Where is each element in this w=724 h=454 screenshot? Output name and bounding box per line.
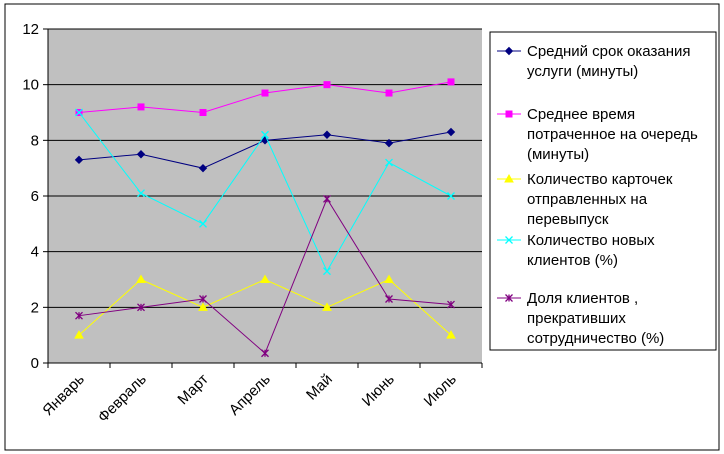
data-point bbox=[74, 155, 84, 165]
legend-label: отправленных на bbox=[527, 191, 648, 208]
data-point bbox=[323, 81, 331, 89]
legend-label: (минуты) bbox=[527, 146, 589, 163]
legend-marker bbox=[504, 173, 514, 183]
data-point bbox=[323, 194, 331, 203]
data-point bbox=[137, 103, 145, 111]
data-point bbox=[75, 108, 83, 117]
data-point bbox=[137, 303, 145, 312]
legend-label: потраченное на очередь bbox=[527, 126, 698, 143]
data-point bbox=[199, 219, 207, 228]
legend-label: перевыпуск bbox=[527, 211, 609, 228]
data-point bbox=[447, 300, 455, 309]
y-tick-label: 8 bbox=[31, 132, 39, 149]
data-point bbox=[198, 163, 208, 173]
y-tick-label: 12 bbox=[22, 21, 39, 38]
legend-label: Количество карточек bbox=[527, 171, 673, 188]
legend-item: Среднее время потраченное на очередь (мину… bbox=[497, 106, 698, 163]
data-point bbox=[74, 330, 84, 339]
data-point bbox=[385, 89, 393, 97]
legend-marker bbox=[505, 110, 513, 118]
data-point bbox=[136, 150, 146, 159]
y-tick-label: 2 bbox=[31, 299, 39, 316]
legend-item: Средний срок оказания услуги (минуты) bbox=[497, 43, 690, 80]
legend-label: услуги (минуты) bbox=[527, 63, 638, 80]
legend-label: Количество новых bbox=[527, 232, 655, 249]
legend-item: Доля клиентов , прекративших сотрудничеств… bbox=[497, 290, 664, 347]
legend-label: клиентов (%) bbox=[527, 252, 618, 269]
legend-item: Количество новых клиентов (%) bbox=[497, 232, 655, 269]
legend-box bbox=[489, 31, 717, 351]
data-point bbox=[261, 130, 269, 139]
data-point bbox=[447, 192, 455, 200]
y-tick-label: 4 bbox=[31, 244, 39, 261]
data-point bbox=[384, 274, 394, 283]
legend-label: прекративших bbox=[527, 310, 626, 327]
data-point bbox=[447, 78, 455, 86]
legend-label: Доля клиентов , bbox=[527, 290, 638, 307]
data-point bbox=[260, 274, 270, 283]
legend-label: Средний срок оказания bbox=[527, 43, 690, 60]
data-point bbox=[385, 295, 393, 303]
data-point bbox=[198, 302, 208, 311]
legend-item: Количество карточек отправленных на перевы… bbox=[497, 171, 673, 228]
y-tick-label: 6 bbox=[31, 188, 39, 205]
data-point bbox=[322, 130, 332, 139]
data-point bbox=[322, 302, 332, 311]
data-point bbox=[75, 311, 83, 320]
legend-marker bbox=[504, 46, 514, 56]
data-point bbox=[199, 109, 207, 116]
data-point bbox=[136, 274, 146, 283]
data-point bbox=[323, 267, 331, 276]
legend-label: Среднее время bbox=[527, 106, 635, 123]
legend-label: сотрудничество (%) bbox=[527, 330, 664, 347]
y-tick-label: 10 bbox=[22, 77, 39, 94]
data-point bbox=[261, 89, 269, 97]
data-point bbox=[446, 127, 456, 137]
data-point bbox=[384, 138, 394, 148]
data-point bbox=[137, 189, 145, 198]
legend-marker bbox=[505, 236, 513, 244]
data-point bbox=[446, 330, 456, 339]
legend-marker bbox=[505, 294, 513, 302]
data-point bbox=[385, 158, 393, 167]
data-point bbox=[261, 349, 269, 358]
y-tick-label: 0 bbox=[31, 355, 39, 372]
data-point bbox=[199, 295, 207, 303]
